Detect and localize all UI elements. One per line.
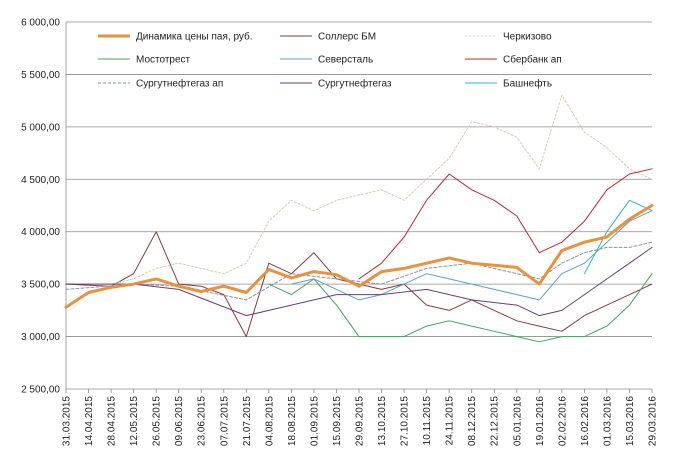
x-tick-label: 04.08.2015 [264, 396, 275, 446]
legend: Динамика цены пая, руб. Соллерс БМ Черкизо… [98, 31, 562, 90]
series-line-4 [290, 210, 653, 301]
y-tick-label: 3 500,00 [21, 280, 60, 291]
x-tick-label: 09.06.2015 [174, 396, 185, 446]
x-tick-label: 13.10.2015 [377, 396, 388, 446]
x-tick-label: 29.03.2016 [648, 396, 659, 446]
series-group [64, 94, 654, 343]
series-line-3 [268, 273, 653, 343]
series-line-8 [583, 199, 653, 275]
y-tick-label: 5 000,00 [21, 122, 60, 133]
x-tick-label: 16.02.2016 [580, 396, 591, 446]
x-tick-label: 21.07.2015 [242, 396, 253, 446]
x-tick-label: 22.12.2015 [490, 396, 501, 446]
series-line-1 [65, 231, 653, 338]
x-tick-label: 01.03.2016 [602, 396, 613, 446]
x-tick-label: 12.05.2015 [129, 396, 140, 446]
y-axis: 2 500,00 3 000,00 3 500,00 4 000,00 4 500,00… [21, 18, 60, 396]
x-tick-label: 14.04.2015 [84, 396, 95, 446]
series-line-7 [65, 246, 653, 317]
series-line-6 [65, 241, 653, 301]
x-tick-label: 10.11.2015 [422, 396, 433, 446]
x-axis: 31.03.2015 14.04.2015 28.04.2015 12.05.2015… [62, 389, 659, 446]
x-tick-label: 05.01.2016 [512, 396, 523, 446]
y-tick-label: 5 500,00 [21, 70, 60, 81]
x-tick-label: 28.04.2015 [107, 396, 118, 446]
x-tick-label: 08.12.2015 [467, 396, 478, 446]
x-tick-label: 19.01.2016 [535, 396, 546, 446]
legend-label: Соллерс БМ [318, 32, 376, 43]
x-tick-label: 02.02.2016 [557, 396, 568, 446]
x-tick-label: 18.08.2015 [287, 396, 298, 446]
legend-label: Динамика цены пая, руб. [136, 31, 253, 43]
y-tick-label: 2 500,00 [21, 385, 60, 396]
legend-label: Черкизово [503, 32, 552, 43]
series-line-0 [64, 204, 654, 309]
x-tick-label: 26.05.2015 [152, 396, 163, 446]
y-tick-label: 4 000,00 [21, 227, 60, 238]
legend-label: Сбербанк ап [503, 54, 562, 66]
x-tick-label: 07.07.2015 [219, 396, 230, 446]
y-tick-label: 3 000,00 [21, 332, 60, 343]
legend-label: Башнефть [503, 78, 552, 90]
y-tick-label: 4 500,00 [21, 175, 60, 186]
x-tick-label: 29.09.2015 [355, 396, 366, 446]
x-tick-label: 24.11.2015 [445, 396, 456, 446]
x-tick-label: 31.03.2015 [62, 396, 73, 446]
y-tick-label: 6 000,00 [21, 18, 60, 29]
x-tick-label: 15.09.2015 [332, 396, 343, 446]
x-tick-label: 01.09.2015 [309, 396, 320, 446]
x-tick-label: 15.03.2016 [625, 396, 636, 446]
series-line-5 [358, 168, 653, 280]
legend-label: Мостотрест [136, 55, 191, 66]
series-line-2 [110, 94, 653, 285]
legend-label: Сургутнефтегаз [318, 78, 392, 90]
legend-label: Северсталь [318, 55, 373, 66]
legend-label: Сургутнефтегаз ап [136, 78, 223, 90]
x-tick-label: 23.06.2015 [197, 396, 208, 446]
x-tick-label: 27.10.2015 [400, 396, 411, 446]
grid [65, 21, 652, 390]
